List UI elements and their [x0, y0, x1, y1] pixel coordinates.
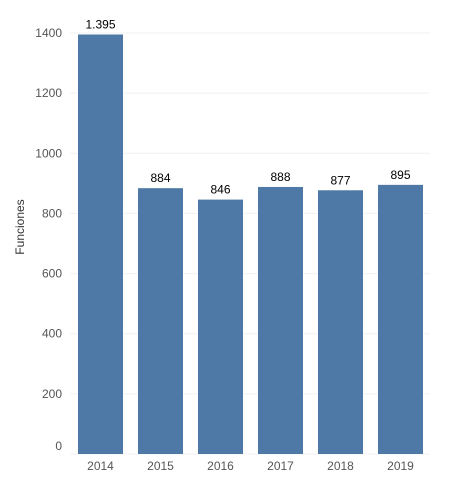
- y-tick-label: 600: [42, 267, 62, 281]
- x-tick-label-2019: 2019: [387, 459, 414, 473]
- x-tick-label-2016: 2016: [207, 459, 234, 473]
- data-label-2015: 884: [150, 171, 170, 185]
- bar-2015: [138, 188, 183, 454]
- y-tick-label: 800: [42, 206, 62, 220]
- y-tick-label: 400: [42, 327, 62, 341]
- gridlines: [70, 32, 430, 455]
- data-label-2014: 1.395: [85, 18, 115, 32]
- y-tick-label: 0: [55, 439, 62, 453]
- bar-2019: [378, 184, 423, 454]
- data-label-2019: 895: [390, 168, 410, 182]
- y-axis-title: Funciones: [13, 199, 27, 254]
- data-labels: 1.395 884 846 888 877 895: [85, 18, 410, 197]
- x-tick-label-2018: 2018: [327, 459, 354, 473]
- x-tick-label-2015: 2015: [147, 459, 174, 473]
- x-tick-label-2014: 2014: [87, 459, 114, 473]
- bar-2017: [258, 186, 303, 455]
- data-label-2018: 877: [330, 173, 350, 187]
- x-axis-ticks: 2014 2015 2016 2017 2018 2019: [87, 459, 414, 473]
- y-tick-label: 200: [42, 387, 62, 401]
- y-axis-ticks: 0 200 400 600 800 1000 1200 1400: [35, 26, 62, 453]
- x-tick-label-2017: 2017: [267, 459, 294, 473]
- bar-2018: [318, 190, 363, 455]
- y-tick-label: 1400: [35, 26, 62, 40]
- data-label-2017: 888: [270, 170, 290, 184]
- bar-2014: [78, 34, 123, 454]
- y-tick-label: 1000: [35, 146, 62, 160]
- bar-2016: [198, 199, 243, 454]
- bars: [78, 34, 423, 455]
- y-tick-label: 1200: [35, 86, 62, 100]
- data-label-2016: 846: [210, 183, 230, 197]
